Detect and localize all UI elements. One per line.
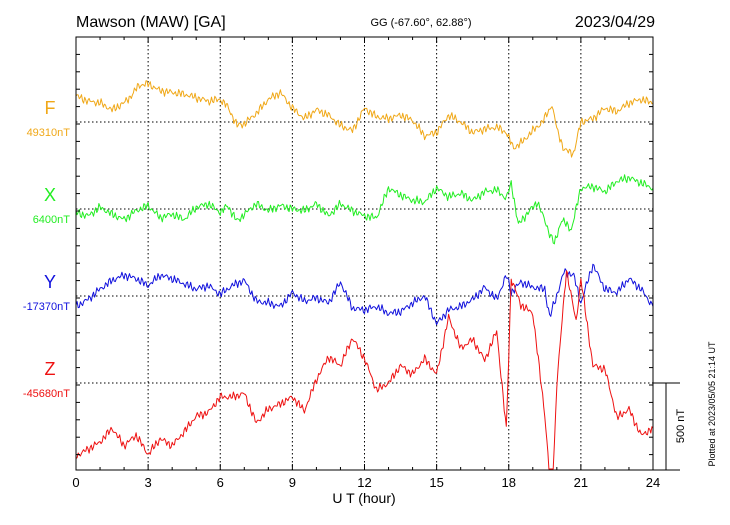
series-baseline-y: -17370nT: [23, 301, 70, 313]
x-tick-label: 18: [502, 475, 516, 490]
x-tick-label: 9: [289, 475, 296, 490]
x-tick-label: 21: [574, 475, 588, 490]
station-coordinates: GG (-67.60°, 62.88°): [370, 17, 471, 29]
x-tick-label: 15: [429, 475, 443, 490]
scale-bar: [653, 382, 680, 471]
chart-title: Mawson (MAW) [GA]: [76, 14, 226, 31]
x-tick-label: 6: [217, 475, 224, 490]
series-name-x: X: [44, 185, 56, 205]
scale-bar-label: 500 nT: [675, 409, 687, 444]
series-name-z: Z: [45, 359, 56, 379]
x-axis-label: U T (hour): [332, 490, 395, 506]
series-line-y: [75, 263, 654, 326]
x-tick-label: 0: [72, 475, 79, 490]
series-line-x: [75, 174, 654, 245]
plotted-timestamp: Plotted at 2023/05/05 21:14 UT: [707, 341, 717, 467]
series-name-f: F: [45, 98, 56, 118]
series-baseline-x: 6400nT: [33, 214, 71, 226]
series-name-y: Y: [44, 272, 56, 292]
x-tick-label: 24: [646, 475, 660, 490]
axis-ticks: 0 3 6 9 12 15 18 21 24: [72, 36, 660, 490]
series-line-z: [75, 270, 654, 470]
series-baseline-z: -45680nT: [23, 388, 70, 400]
chart-date: 2023/04/29: [575, 14, 655, 31]
x-tick-label: 12: [357, 475, 371, 490]
series-line-f: [75, 80, 654, 158]
series-lines: [75, 80, 654, 470]
series-baseline-f: 49310nT: [27, 127, 71, 139]
x-tick-label: 3: [145, 475, 152, 490]
